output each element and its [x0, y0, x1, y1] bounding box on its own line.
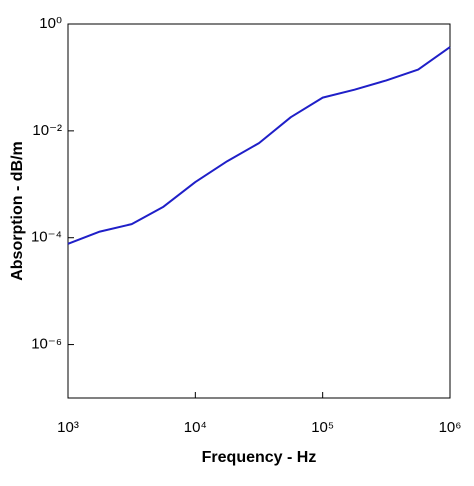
y-tick-label: 10⁻⁴: [31, 229, 62, 246]
plot-frame: [67, 23, 451, 399]
x-tick-label: 10⁵: [311, 419, 334, 436]
x-tick-label: 10⁴: [184, 419, 207, 436]
y-tick-label: 10⁰: [39, 15, 62, 32]
x-axis-label: Frequency - Hz: [202, 449, 317, 466]
data-line: [67, 46, 451, 245]
y-axis-label: Absorption - dB/m: [9, 141, 26, 281]
x-tick-label: 10⁶: [439, 419, 462, 436]
y-tick-label: 10⁻⁶: [31, 336, 62, 353]
y-tick-label: 10⁻²: [32, 122, 62, 139]
x-tick-label: 10³: [57, 419, 79, 436]
